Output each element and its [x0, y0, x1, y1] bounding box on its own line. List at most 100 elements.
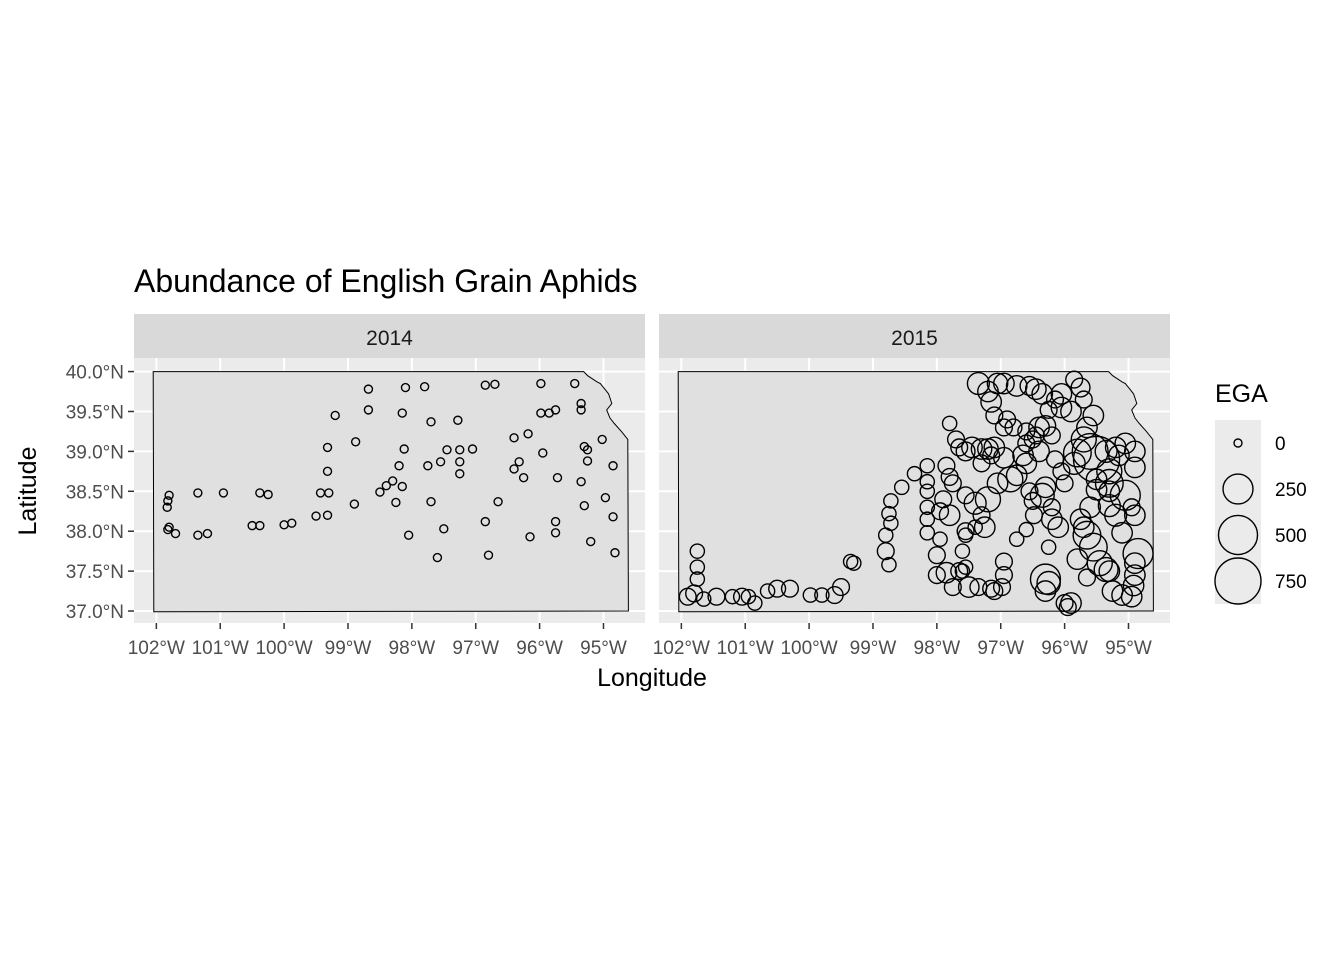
- legend-label: 250: [1275, 480, 1307, 501]
- y-tick-label: 40.0°N: [66, 363, 124, 384]
- data-point: [1123, 564, 1146, 587]
- data-point: [1122, 574, 1145, 597]
- data-point: [363, 405, 374, 415]
- legend-key-background: [1215, 466, 1261, 512]
- data-point: [426, 496, 436, 507]
- data-point: [1120, 585, 1143, 608]
- y-tick-label: 38.5°N: [66, 482, 124, 503]
- data-point: [893, 479, 910, 496]
- data-point: [973, 516, 996, 539]
- data-point: [1085, 478, 1108, 501]
- data-point: [1122, 537, 1154, 570]
- data-point: [514, 457, 524, 467]
- data-point: [403, 530, 414, 540]
- data-point: [950, 562, 969, 581]
- data-point: [1045, 390, 1065, 409]
- data-point: [442, 445, 452, 455]
- strip-label: 2015: [891, 327, 938, 350]
- data-point: [311, 511, 321, 521]
- data-point: [202, 528, 213, 539]
- legend-key-circle: [1214, 557, 1262, 605]
- data-point: [322, 466, 333, 477]
- data-point: [768, 579, 787, 598]
- x-tick-label: 95°W: [1105, 638, 1152, 659]
- x-tick-label: 101°W: [717, 638, 774, 659]
- data-point: [163, 524, 173, 535]
- data-point: [1031, 383, 1054, 405]
- panel-2015: 2015: [659, 314, 1170, 623]
- data-point: [550, 405, 561, 415]
- data-point: [814, 587, 830, 603]
- legend-label: 500: [1275, 526, 1307, 547]
- y-tick-label: 38.0°N: [66, 522, 124, 543]
- data-point: [1005, 375, 1028, 397]
- data-point: [982, 579, 1001, 598]
- x-tick-label: 99°W: [850, 638, 897, 659]
- y-tick-label: 39.0°N: [66, 442, 124, 463]
- data-point: [1008, 531, 1025, 547]
- x-tick-label: 98°W: [914, 638, 961, 659]
- strip-label: 2014: [366, 327, 413, 350]
- legend-key-background: [1215, 420, 1261, 466]
- data-point: [263, 489, 273, 500]
- data-point: [1114, 432, 1137, 455]
- legend-label: 750: [1275, 572, 1307, 593]
- data-point: [831, 577, 851, 597]
- data-point: [523, 429, 533, 439]
- data-point: [938, 504, 961, 527]
- data-point: [1017, 422, 1036, 441]
- data-point: [1034, 476, 1057, 499]
- x-axis-title: Longitude: [597, 664, 707, 692]
- data-point: [1123, 456, 1146, 479]
- data-point: [509, 433, 519, 443]
- data-point: [1036, 570, 1061, 596]
- data-point: [970, 438, 993, 460]
- data-point: [972, 506, 991, 525]
- chart-title: Abundance of English Grain Aphids: [134, 263, 637, 299]
- data-point: [1111, 521, 1133, 544]
- data-point: [608, 461, 618, 471]
- data-point: [255, 520, 265, 531]
- y-tick-label: 39.5°N: [66, 402, 124, 423]
- data-point: [576, 405, 586, 415]
- x-tick-label: 102°W: [653, 638, 710, 659]
- data-point: [1052, 462, 1071, 481]
- data-point: [1034, 580, 1057, 602]
- data-point: [1017, 434, 1036, 453]
- data-point: [957, 576, 980, 598]
- data-point: [1074, 390, 1093, 409]
- data-point: [493, 496, 503, 507]
- x-tick-label: 98°W: [389, 638, 436, 659]
- data-point: [1071, 432, 1109, 470]
- data-point: [883, 493, 899, 509]
- data-point: [919, 499, 936, 516]
- data-point: [480, 380, 491, 390]
- data-point: [579, 500, 590, 511]
- data-point: [846, 555, 862, 571]
- data-point: [600, 492, 611, 503]
- x-tick-label: 95°W: [580, 638, 627, 659]
- data-point: [1020, 482, 1039, 501]
- data-point: [927, 566, 946, 585]
- data-point: [322, 442, 333, 453]
- data-point: [919, 473, 936, 490]
- data-point: [550, 516, 561, 527]
- data-point: [1045, 450, 1065, 469]
- legend-title: EGA: [1215, 380, 1268, 408]
- legend-label: 0: [1275, 434, 1286, 455]
- data-point: [324, 488, 334, 498]
- data-point: [439, 524, 449, 534]
- data-point: [391, 497, 401, 508]
- data-point: [883, 515, 899, 532]
- data-point: [375, 487, 385, 497]
- data-point: [1042, 498, 1061, 517]
- data-point: [1076, 416, 1098, 439]
- data-point: [608, 512, 618, 522]
- data-point: [536, 378, 546, 389]
- data-point: [576, 477, 586, 487]
- data-point: [1123, 504, 1146, 527]
- data-point: [193, 530, 203, 540]
- data-point: [1062, 438, 1092, 468]
- y-tick-label: 37.0°N: [66, 602, 124, 623]
